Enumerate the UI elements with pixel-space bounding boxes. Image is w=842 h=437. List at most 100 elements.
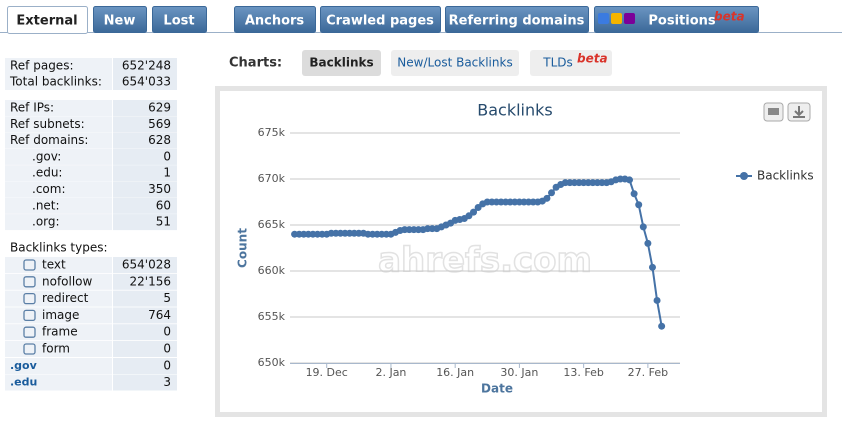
charts-label: Charts: [229,56,282,71]
stat-label-cell [5,324,112,341]
engine-icon [598,13,609,24]
ref-label: Ref IPs: [10,101,54,115]
type-value: 0 [163,325,171,339]
type-value: 0 [163,342,171,356]
stat-label: Total backlinks: [9,75,102,89]
stat-value-cell [113,197,177,214]
tab[interactable] [320,6,441,33]
chart-button-label: TLDs [542,56,573,70]
tld-label: .edu [10,376,37,389]
point [630,190,638,198]
ref-label: .edu: [32,166,62,180]
engine-icon [611,13,622,24]
stat-label-cell [5,58,112,74]
tab[interactable] [445,6,589,33]
type-value: 764 [148,308,171,322]
stat-value-cell [113,374,177,391]
type-icon [23,309,36,322]
type-label: frame [42,325,78,339]
stat-label-cell [5,341,112,357]
x-axis-title: Date [481,382,513,396]
ref-value: 569 [148,117,171,131]
y-axis-title: Count [236,228,250,268]
tab[interactable] [7,6,88,34]
y-tick-label: 670k [258,172,286,185]
chart-button[interactable] [530,50,612,76]
x-tick-label: 13. Feb [563,366,603,379]
ref-label: .net: [32,198,60,212]
chart-title: Backlinks [477,101,552,120]
stat-label-cell [5,214,112,231]
point [658,322,666,330]
ref-label: .gov: [32,149,61,163]
ref-value: 628 [148,133,171,147]
type-label: form [42,342,70,356]
tab[interactable] [93,6,147,33]
chart-button[interactable] [302,50,381,76]
download-icon [793,106,805,118]
ref-value: 60 [156,198,171,212]
tab-label: New [104,14,136,29]
stat-value-cell [113,132,177,149]
chart-button[interactable] [391,50,519,76]
x-tick-label: 19. Dec [306,366,348,379]
tab[interactable] [234,6,316,33]
stat-value-cell [113,307,177,324]
stat-value-cell [113,341,177,357]
y-tick-label: 660k [258,264,286,277]
stat-label: Ref pages: [10,59,74,73]
type-icon [23,343,36,355]
print-icon [768,108,779,115]
y-tick-label: 650k [258,356,286,369]
stat-value: 654'033 [122,75,171,89]
stat-value-cell [113,358,177,374]
ref-value: 51 [156,215,171,229]
type-value: 22'156 [130,274,171,288]
tab-badge: beta [714,10,745,24]
stat-label-cell [5,290,112,307]
type-label: redirect [42,291,89,305]
stat-label-cell [5,165,112,182]
point [639,223,647,231]
stat-label-cell [5,257,112,273]
tab[interactable] [594,6,759,33]
stat-value-cell [113,74,177,90]
x-tick-label: 16. Jan [436,366,474,379]
tab-label: Anchors [245,14,305,29]
tab[interactable] [152,6,207,33]
point [644,239,652,247]
legend-label[interactable]: Backlinks [757,169,814,183]
stat-value-cell [113,290,177,307]
tab-label: Crawled pages [326,14,434,29]
type-label: image [42,308,79,322]
stat-label-cell [5,74,112,90]
chart-button-badge: beta [577,52,608,66]
type-icon [23,276,36,288]
ref-value: 350 [148,182,171,196]
stat-value-cell [113,273,177,290]
stat-label-cell [5,374,112,391]
stat-label-cell [5,100,112,116]
stat-label-cell [5,148,112,165]
tld-value: 0 [163,359,171,373]
stat-value-cell [113,257,177,273]
type-value: 5 [163,291,171,305]
point [470,208,478,216]
point [626,176,634,184]
type-label: nofollow [42,274,93,288]
stat-value-cell [113,100,177,116]
point [543,194,551,202]
tld-label: .gov [10,359,38,372]
stat-label-cell [5,358,112,374]
chart-button-label: Backlinks [309,56,373,70]
ref-value: 0 [163,149,171,163]
types-title: Backlinks types: [10,241,108,255]
tab-label: Lost [163,14,194,29]
x-tick-label: 27. Feb [628,366,668,379]
chart-button-label: New/Lost Backlinks [397,56,512,70]
engine-icon [624,13,635,24]
type-label: text [42,258,66,272]
x-tick-label: 30. Jan [500,366,538,379]
ref-label: Ref domains: [10,133,88,147]
